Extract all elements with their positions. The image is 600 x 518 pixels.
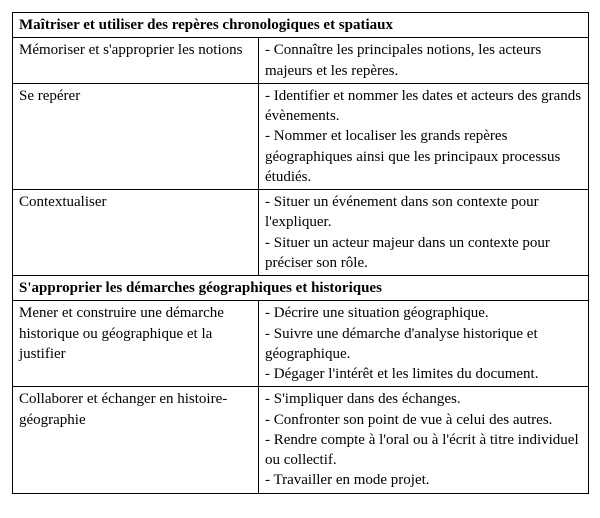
- descriptor-cell: - Situer un événement dans son contexte …: [259, 190, 589, 276]
- table-row: Collaborer et échanger en histoire-géogr…: [13, 387, 589, 493]
- competencies-table: Maîtriser et utiliser des repères chrono…: [12, 12, 589, 494]
- competency-cell: Collaborer et échanger en histoire-géogr…: [13, 387, 259, 493]
- table-row: Mémoriser et s'approprier les notions - …: [13, 38, 589, 84]
- competency-cell: Contextualiser: [13, 190, 259, 276]
- competency-cell: Mener et construire une démarche histori…: [13, 301, 259, 387]
- competency-cell: Se repérer: [13, 83, 259, 189]
- table-row: S'approprier les démarches géographiques…: [13, 276, 589, 301]
- descriptor-cell: - Décrire une situation géographique.- S…: [259, 301, 589, 387]
- competency-cell: Mémoriser et s'approprier les notions: [13, 38, 259, 84]
- table-row: Mener et construire une démarche histori…: [13, 301, 589, 387]
- section-header: S'approprier les démarches géographiques…: [13, 276, 589, 301]
- table-row: Se repérer - Identifier et nommer les da…: [13, 83, 589, 189]
- table-row: Maîtriser et utiliser des repères chrono…: [13, 13, 589, 38]
- section-header: Maîtriser et utiliser des repères chrono…: [13, 13, 589, 38]
- competencies-table-container: Maîtriser et utiliser des repères chrono…: [12, 12, 588, 494]
- descriptor-cell: - Connaître les principales notions, les…: [259, 38, 589, 84]
- descriptor-cell: - Identifier et nommer les dates et acte…: [259, 83, 589, 189]
- descriptor-cell: - S'impliquer dans des échanges.- Confro…: [259, 387, 589, 493]
- table-row: Contextualiser - Situer un événement dan…: [13, 190, 589, 276]
